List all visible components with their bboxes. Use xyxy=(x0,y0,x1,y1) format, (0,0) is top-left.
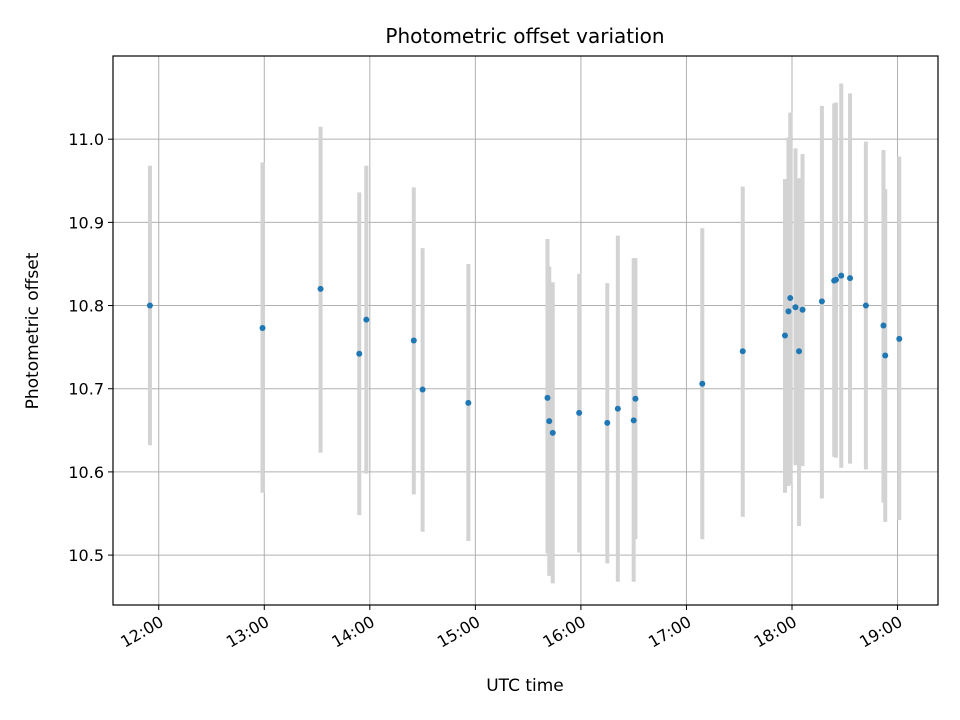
data-point xyxy=(604,419,611,426)
y-tick-label: 10.6 xyxy=(68,463,104,482)
data-point xyxy=(739,348,746,355)
data-point xyxy=(792,304,799,311)
y-tick-label: 10.7 xyxy=(68,380,104,399)
data-point xyxy=(785,308,792,315)
data-point xyxy=(799,306,806,313)
data-point xyxy=(781,332,788,339)
y-tick-label: 10.5 xyxy=(68,546,104,565)
y-tick-label: 11.0 xyxy=(68,130,104,149)
data-point xyxy=(363,316,370,323)
plot-frame xyxy=(112,55,939,606)
y-tick-label: 10.9 xyxy=(68,213,104,232)
data-point xyxy=(796,348,803,355)
data-point xyxy=(465,399,472,406)
data-point xyxy=(576,409,583,416)
data-point xyxy=(818,298,825,305)
y-tick-label: 10.8 xyxy=(68,297,104,316)
x-axis-label: UTC time xyxy=(486,676,564,696)
data-point xyxy=(419,386,426,393)
data-point xyxy=(546,418,553,425)
data-point xyxy=(614,405,621,412)
data-point xyxy=(787,295,794,302)
data-point xyxy=(838,272,845,279)
data-point xyxy=(699,380,706,387)
data-point xyxy=(146,302,153,309)
data-points xyxy=(146,272,903,436)
data-point xyxy=(544,394,551,401)
data-point xyxy=(847,275,854,282)
data-point xyxy=(896,335,903,342)
y-axis-label: Photometric offset xyxy=(23,252,43,409)
data-point xyxy=(549,429,556,436)
data-point xyxy=(630,417,637,424)
data-point xyxy=(356,350,363,357)
data-point xyxy=(862,302,869,309)
data-point xyxy=(882,352,889,359)
chart-title: Photometric offset variation xyxy=(385,24,664,48)
y-axis: 10.5 10.6 10.7 10.8 10.9 11.0 xyxy=(68,130,113,565)
data-point xyxy=(410,337,417,344)
data-point xyxy=(880,322,887,329)
data-point xyxy=(632,395,639,402)
data-point xyxy=(317,285,324,292)
data-point xyxy=(259,325,266,332)
data-point xyxy=(832,276,839,283)
